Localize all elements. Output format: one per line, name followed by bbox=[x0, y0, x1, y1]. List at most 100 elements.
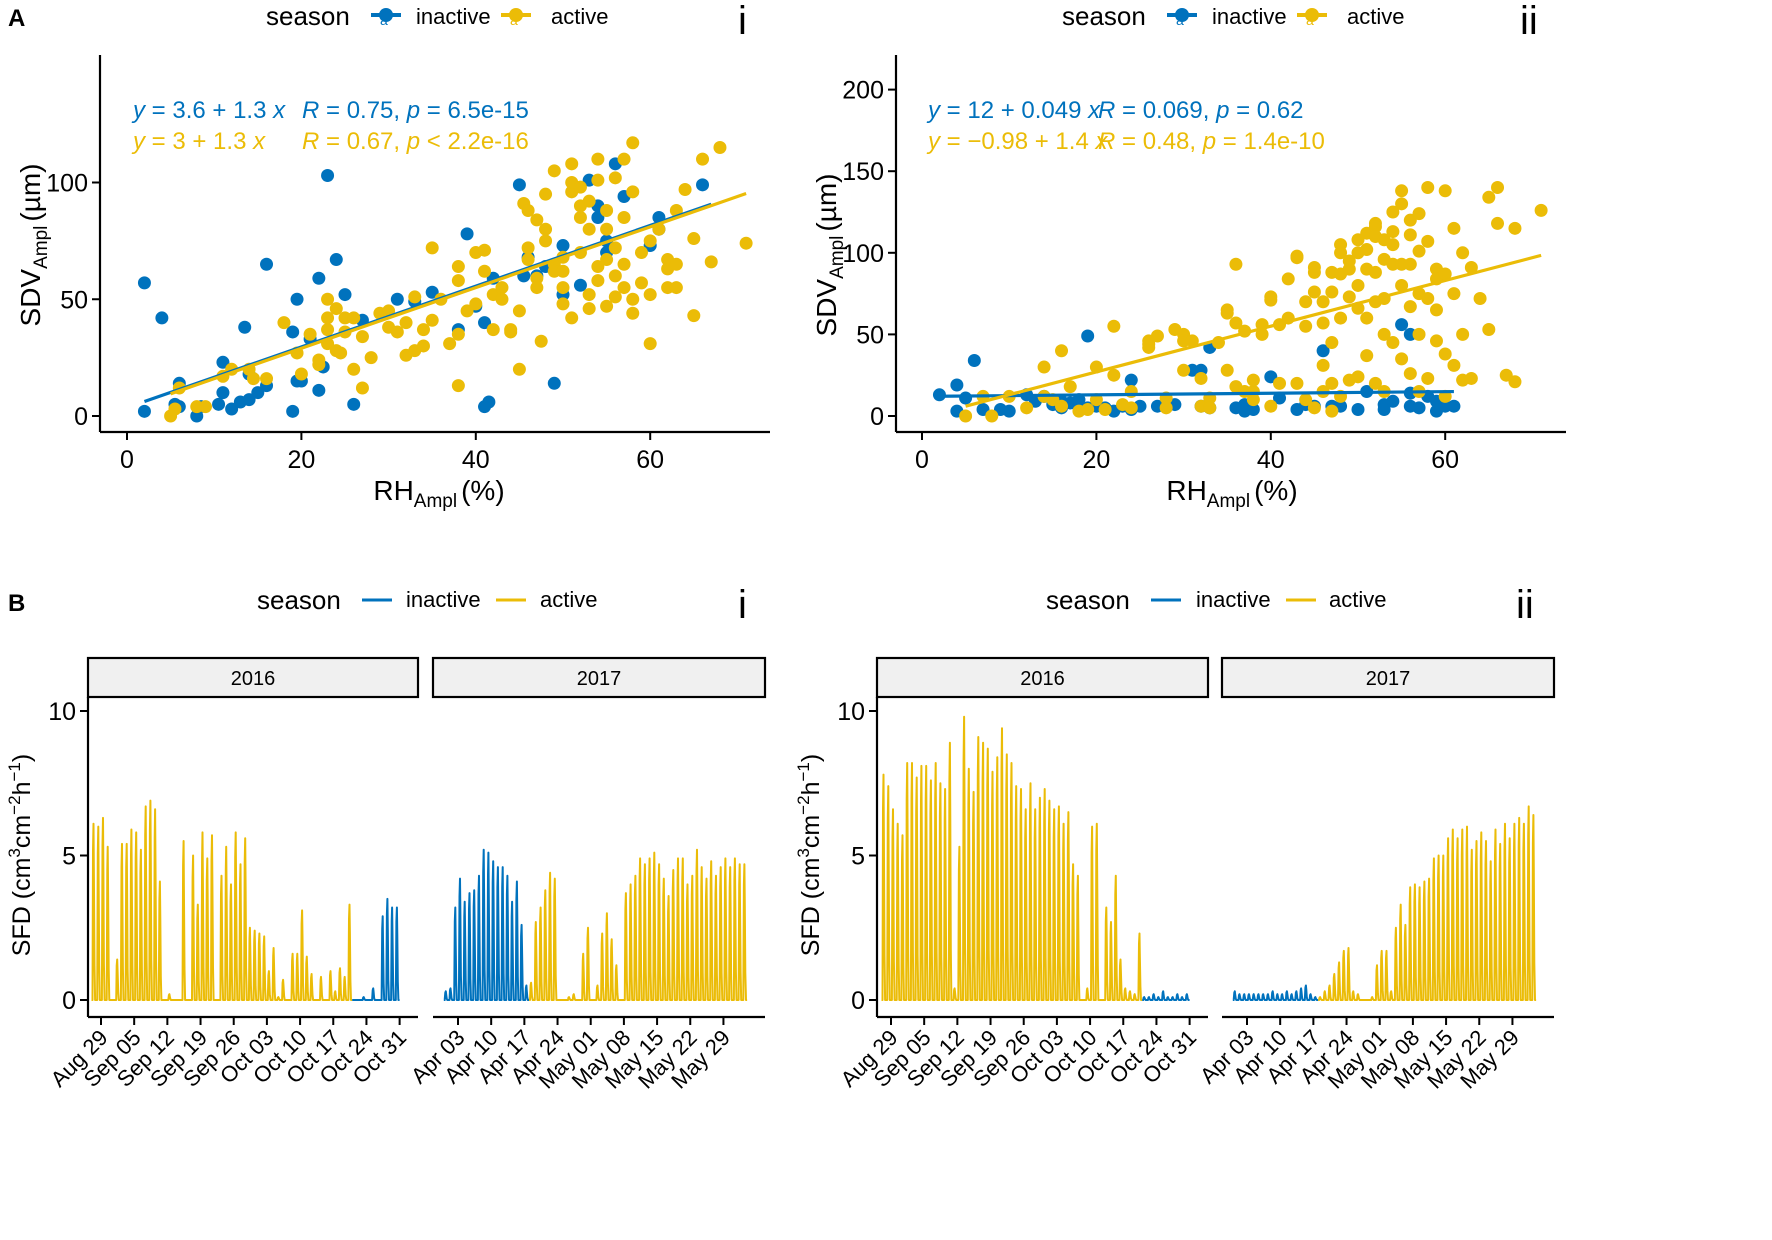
data-point-active bbox=[687, 232, 701, 246]
data-point-active bbox=[495, 292, 509, 306]
data-point-active bbox=[1412, 327, 1426, 341]
data-point-active bbox=[364, 351, 378, 365]
data-point-active bbox=[1107, 368, 1121, 382]
fit-annotation-a-i: y = 3.6 + 1.3 x R = 0.75, p = 6.5e-15 y … bbox=[131, 97, 529, 155]
data-point-active bbox=[1429, 303, 1443, 317]
data-point-active bbox=[556, 281, 570, 295]
panel-letter-b: B bbox=[8, 590, 25, 617]
data-point-inactive bbox=[286, 404, 300, 418]
data-point-active bbox=[704, 255, 718, 269]
data-point-inactive bbox=[425, 285, 439, 299]
data-point-active bbox=[1342, 254, 1356, 268]
data-point-active bbox=[443, 337, 457, 351]
data-point-active bbox=[321, 323, 335, 337]
y-axis-title-a-i: SDVAmpl(µm) bbox=[15, 164, 52, 327]
legend-title: season bbox=[257, 585, 341, 615]
data-point-active bbox=[321, 311, 335, 325]
data-point-active bbox=[1351, 370, 1365, 384]
data-point-active bbox=[1464, 371, 1478, 385]
legend-label-active: active bbox=[551, 4, 608, 29]
data-point-active bbox=[669, 257, 683, 271]
data-point-active bbox=[1325, 285, 1339, 299]
panel-number-a-ii: ii bbox=[1520, 0, 1538, 43]
legend-label-inactive: inactive bbox=[406, 587, 481, 612]
data-point-active bbox=[1456, 246, 1470, 260]
data-point-active bbox=[168, 402, 182, 416]
data-point-active bbox=[534, 334, 548, 348]
data-point-active bbox=[1386, 225, 1400, 239]
fit-stats-inactive: R = 0.75, p = 6.5e-15 bbox=[302, 97, 529, 124]
data-point-active bbox=[573, 211, 587, 225]
y-tick-label: 50 bbox=[856, 321, 884, 349]
x-tick-label: 40 bbox=[1257, 446, 1285, 474]
data-point-active bbox=[277, 316, 291, 330]
data-point-active bbox=[696, 152, 710, 166]
data-point-active bbox=[1246, 393, 1260, 407]
legend-title: season bbox=[266, 1, 350, 31]
data-point-active bbox=[1229, 257, 1243, 271]
data-point-active bbox=[582, 194, 596, 208]
y-tick-label: 0 bbox=[74, 403, 88, 431]
y-tick-label: 5 bbox=[62, 843, 76, 871]
data-point-active bbox=[713, 140, 727, 154]
sfd-line-inactive bbox=[352, 897, 400, 1001]
data-point-active bbox=[1316, 316, 1330, 330]
data-point-inactive bbox=[591, 211, 605, 225]
data-point-active bbox=[1438, 347, 1452, 361]
data-point-inactive bbox=[251, 386, 265, 400]
data-point-active bbox=[1290, 251, 1304, 265]
data-point-inactive bbox=[482, 395, 496, 409]
data-point-active bbox=[1177, 363, 1191, 377]
data-point-active bbox=[1037, 360, 1051, 374]
data-point-active bbox=[329, 302, 343, 316]
data-point-inactive bbox=[137, 276, 151, 290]
y-tick-label: 5 bbox=[851, 843, 865, 871]
y-tick-label: 100 bbox=[842, 240, 884, 268]
data-point-active bbox=[355, 330, 369, 344]
data-point-active bbox=[582, 222, 596, 236]
data-point-active bbox=[1325, 376, 1339, 390]
data-point-active bbox=[643, 288, 657, 302]
data-point-inactive bbox=[1412, 401, 1426, 415]
svg-text:RHAmpl(%): RHAmpl (%) bbox=[1166, 475, 1297, 512]
data-point-inactive bbox=[225, 402, 239, 416]
data-point-inactive bbox=[216, 386, 230, 400]
data-point-active bbox=[390, 325, 404, 339]
y-axis-title-a-ii: SDVAmpl(µm) bbox=[811, 174, 848, 337]
data-point-active bbox=[1342, 290, 1356, 304]
facet-strip bbox=[1220, 656, 1556, 699]
data-point-active bbox=[451, 274, 465, 288]
data-point-active bbox=[1360, 311, 1374, 325]
data-point-active bbox=[678, 183, 692, 197]
fit-equation-active: y = −0.98 + 1.4 x bbox=[926, 128, 1108, 155]
data-point-active bbox=[1464, 260, 1478, 274]
x-axis-title-a-ii: RHAmpl (%) bbox=[1166, 475, 1297, 512]
data-point-active bbox=[1307, 265, 1321, 279]
data-point-active bbox=[246, 372, 260, 386]
data-point-active bbox=[1334, 246, 1348, 260]
fit-stats-inactive: R = 0.069, p = 0.62 bbox=[1098, 97, 1304, 124]
data-point-inactive bbox=[573, 278, 587, 292]
y-tick-label: 0 bbox=[62, 987, 76, 1015]
data-point-active bbox=[1447, 358, 1461, 372]
data-point-active bbox=[1421, 371, 1435, 385]
data-point-active bbox=[1290, 376, 1304, 390]
fit-line-inactive bbox=[939, 389, 1454, 398]
legend-label-active: active bbox=[540, 587, 597, 612]
svg-text:SDVAmpl(µm): SDVAmpl(µm) bbox=[15, 164, 52, 327]
data-point-active bbox=[556, 297, 570, 311]
fit-stats-active: R = 0.67, p < 2.2e-16 bbox=[302, 128, 529, 155]
data-point-active bbox=[1246, 373, 1260, 387]
data-point-active bbox=[1299, 319, 1313, 333]
data-point-active bbox=[626, 136, 640, 150]
data-point-active bbox=[591, 274, 605, 288]
svg-text:a: a bbox=[1176, 12, 1184, 28]
data-point-active bbox=[1438, 184, 1452, 198]
y-axis-title-b-ii: SFD (cm3cm−2h−1) bbox=[794, 754, 825, 956]
data-point-active bbox=[504, 325, 518, 339]
data-point-active bbox=[1368, 265, 1382, 279]
data-point-active bbox=[600, 299, 614, 313]
data-point-inactive bbox=[329, 253, 343, 267]
